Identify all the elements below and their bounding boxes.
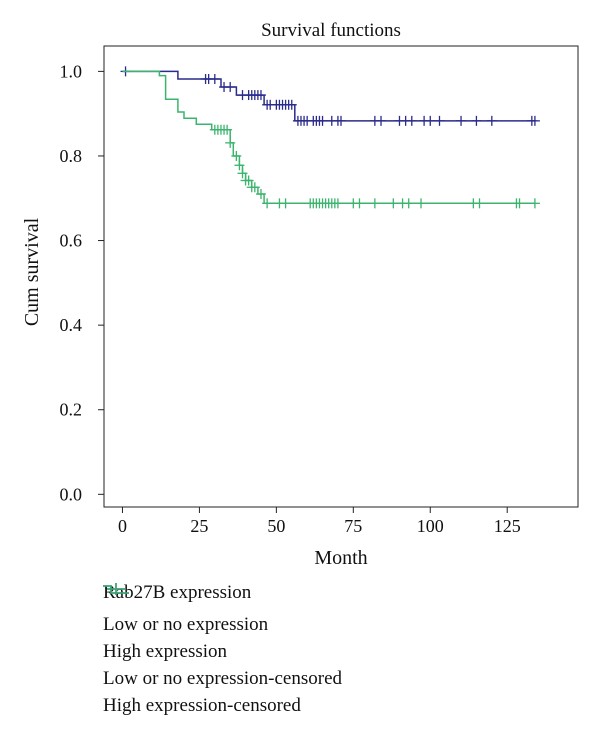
censored-mark-high-expression bbox=[255, 189, 266, 200]
x-tick-label: 125 bbox=[494, 516, 521, 536]
y-tick-label: 0.0 bbox=[60, 484, 83, 504]
legend-rows: Low or no expression High expression Low o… bbox=[103, 583, 343, 719]
x-tick-label: 100 bbox=[417, 516, 444, 536]
censored-mark-high-expression bbox=[474, 198, 485, 209]
chart-canvas: Survival functions Month Cum survival 0 2… bbox=[21, 20, 579, 569]
censored-mark-high-expression bbox=[237, 168, 248, 179]
censored-mark-low-or-no-expression bbox=[286, 99, 297, 110]
legend-item: High expression bbox=[103, 585, 342, 665]
y-tick-label: 1.0 bbox=[60, 61, 83, 81]
censored-mark-high-expression bbox=[369, 198, 380, 209]
censored-mark-high-expression bbox=[388, 198, 399, 209]
censored-mark-low-or-no-expression bbox=[317, 115, 328, 126]
censored-mark-low-or-no-expression bbox=[225, 82, 236, 93]
censored-mark-low-or-no-expression bbox=[425, 115, 436, 126]
censored-mark-high-expression bbox=[234, 160, 245, 171]
censored-mark-high-expression bbox=[222, 124, 233, 135]
survival-curve-low-or-no-expression bbox=[122, 70, 535, 122]
y-tick-label: 0.8 bbox=[60, 146, 83, 166]
plot-frame bbox=[103, 45, 579, 508]
censored-mark-high-expression bbox=[416, 198, 427, 209]
legend-item-label: Low or no expression-censored bbox=[103, 667, 343, 689]
censored-mark-low-or-no-expression bbox=[376, 115, 387, 126]
y-tick-label: 0.6 bbox=[60, 231, 83, 251]
x-tick-label: 50 bbox=[267, 516, 285, 536]
censored-mark-high-expression bbox=[332, 198, 343, 209]
censored-mark-low-or-no-expression bbox=[209, 73, 220, 84]
censored-mark-high-expression bbox=[403, 198, 414, 209]
legend-cross-swatch bbox=[107, 583, 125, 595]
censored-mark-high-expression bbox=[249, 182, 260, 193]
censored-mark-low-or-no-expression bbox=[471, 115, 482, 126]
legend-title: Rab27B expression bbox=[103, 582, 252, 603]
legend-item-label: Low or no expression bbox=[103, 613, 269, 635]
axis-ticks: 0 25 50 75 100 125 0.0 0.2 0.4 0.6 0.8 1.0 bbox=[60, 61, 521, 536]
y-axis-label: Cum survival bbox=[21, 217, 43, 326]
censored-mark-low-or-no-expression bbox=[406, 115, 417, 126]
y-tick-label: 0.2 bbox=[60, 400, 83, 420]
censored-mark-low-or-no-expression bbox=[336, 115, 346, 126]
censored-mark-high-expression bbox=[514, 198, 525, 209]
legend-item: High expression-censored bbox=[103, 583, 342, 719]
censored-mark-low-or-no-expression bbox=[486, 115, 497, 126]
series-layer bbox=[120, 66, 540, 209]
legend-item-label: High expression bbox=[103, 640, 228, 662]
censored-mark-low-or-no-expression bbox=[529, 115, 540, 126]
censored-mark-low-or-no-expression bbox=[456, 115, 467, 126]
x-tick-label: 0 bbox=[118, 516, 127, 536]
legend-item: Low or no expression-censored bbox=[103, 583, 343, 692]
censored-mark-low-or-no-expression bbox=[255, 90, 266, 101]
censored-mark-high-expression bbox=[243, 175, 254, 186]
censored-mark-high-expression bbox=[354, 198, 365, 209]
censored-mark-high-expression bbox=[280, 198, 291, 209]
legend-item-label: High expression-censored bbox=[103, 694, 301, 716]
censored-mark-high-expression bbox=[529, 198, 540, 209]
x-axis-label: Month bbox=[314, 547, 367, 569]
legend: Rab27B expression Low or no expression Hi… bbox=[103, 582, 342, 719]
censored-mark-high-expression bbox=[225, 137, 236, 148]
y-tick-label: 0.4 bbox=[60, 315, 83, 335]
x-tick-label: 25 bbox=[190, 516, 208, 536]
legend-item: Low or no expression bbox=[103, 585, 342, 638]
censored-mark-low-or-no-expression bbox=[434, 115, 445, 126]
censored-mark-high-expression bbox=[262, 198, 273, 209]
chart-title: Survival functions bbox=[261, 20, 401, 41]
censored-mark-high-expression bbox=[231, 150, 242, 161]
x-tick-label: 75 bbox=[344, 516, 362, 536]
